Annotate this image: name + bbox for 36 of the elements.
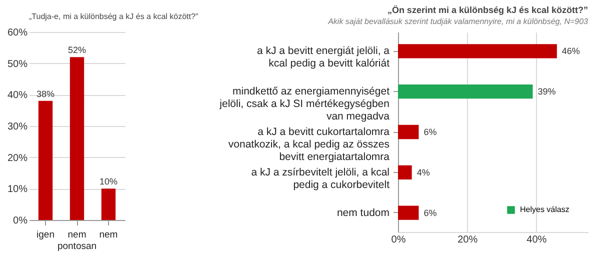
bar — [38, 100, 53, 220]
bar — [70, 57, 84, 220]
y-tick-label: a kJ a zsírbevitelt jelöli, a kcal pedig a cukorbevitelt — [251, 166, 390, 191]
data-label: 6% — [424, 127, 437, 137]
x-tick-label: 40% — [526, 234, 547, 246]
x-tick-label: 0% — [391, 234, 406, 246]
bar — [398, 84, 533, 99]
legend-label: Helyes válasz — [520, 205, 570, 214]
y-tick-label: 50% — [7, 58, 28, 70]
data-label: 46% — [562, 46, 580, 56]
y-tick-label: a kJ a bevitt energiát jelöli, a kcal pedig a bevitt kalóriát — [257, 45, 390, 70]
y-tick-label: 20% — [7, 152, 28, 164]
y-tick-label: nem tudom — [336, 206, 390, 219]
x-tick-label: nem pontosan — [57, 230, 97, 252]
bar — [398, 44, 557, 58]
chart-title: „Tudja-e, mi a különbség a kJ és a kcal között?” — [29, 12, 198, 21]
bar — [398, 165, 412, 180]
bar — [101, 188, 116, 220]
y-tick-label: 10% — [7, 184, 28, 196]
bar — [398, 124, 419, 140]
data-label: 10% — [99, 176, 118, 187]
y-tick-label: 40% — [7, 90, 28, 102]
y-tick-label: 30% — [7, 122, 28, 132]
data-label: 4% — [416, 167, 430, 178]
x-tick-label: igen — [36, 230, 55, 240]
data-label: 38% — [36, 88, 55, 99]
y-tick-label: 60% — [7, 28, 28, 38]
data-label: 52% — [68, 45, 86, 56]
bar — [398, 206, 419, 220]
x-tick-label: nem — [99, 230, 118, 240]
chart-title: „Ön szerint mi a különbség kJ és kcal között?” — [387, 5, 588, 15]
chart-subtitle: Akik saját bevallásuk szerint tudják valamennyire, mi a különbség, N=903 — [327, 17, 589, 26]
data-label: 39% — [538, 86, 556, 97]
x-tick-label: 20% — [458, 234, 478, 246]
y-tick-label: 0% — [13, 216, 28, 226]
data-label: 6% — [424, 208, 437, 218]
